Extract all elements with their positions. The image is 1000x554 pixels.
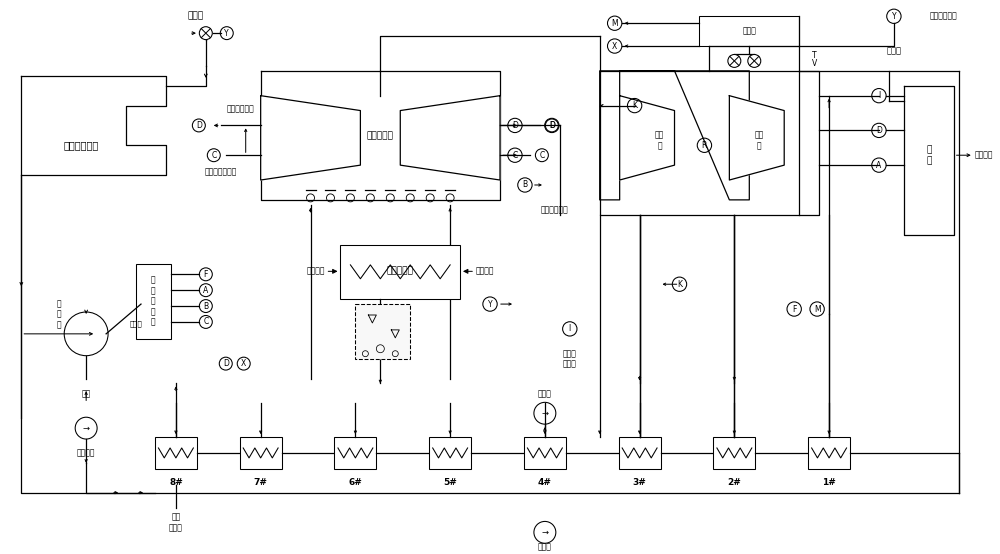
Text: D: D <box>549 121 555 130</box>
Text: 去轴封冷却器: 去轴封冷却器 <box>227 104 255 113</box>
Text: 低压省煤器: 低压省煤器 <box>387 267 414 276</box>
Bar <box>155 437 197 469</box>
Text: M: M <box>814 305 820 314</box>
Text: C: C <box>203 317 208 326</box>
Text: 主汽阀: 主汽阀 <box>188 12 204 21</box>
Text: 给水泵: 给水泵 <box>538 389 552 398</box>
Text: 烟气进口: 烟气进口 <box>306 267 325 276</box>
Text: X: X <box>241 359 246 368</box>
Circle shape <box>748 54 761 68</box>
Text: 2#: 2# <box>727 478 741 487</box>
Text: 低压缸轴封供气: 低压缸轴封供气 <box>205 168 237 177</box>
Text: 溢流量: 溢流量 <box>130 321 142 327</box>
Bar <box>355 304 410 358</box>
Text: D: D <box>223 359 229 368</box>
Text: B: B <box>203 301 208 311</box>
Text: Y: Y <box>224 29 229 38</box>
Text: Y: Y <box>892 12 896 21</box>
Text: 去轴封调节器: 去轴封调节器 <box>541 206 569 214</box>
Text: 1#: 1# <box>822 478 836 487</box>
Text: C: C <box>512 151 518 160</box>
Text: 8#: 8# <box>169 478 183 487</box>
Text: 锅炉损失: 锅炉损失 <box>974 151 993 160</box>
Text: 补水: 补水 <box>82 389 91 398</box>
Text: I: I <box>878 91 880 100</box>
Text: K: K <box>632 101 637 110</box>
Bar <box>524 437 566 469</box>
Text: A: A <box>203 286 208 295</box>
Text: V: V <box>812 59 817 68</box>
Text: 锅
炉: 锅 炉 <box>926 146 931 165</box>
Text: Y: Y <box>488 300 492 309</box>
Text: 给水泵汽轮机: 给水泵汽轮机 <box>64 140 99 150</box>
Text: 蒸气室: 蒸气室 <box>742 27 756 35</box>
Polygon shape <box>729 96 784 180</box>
Text: 5#: 5# <box>443 478 457 487</box>
Bar <box>713 437 755 469</box>
Text: →: → <box>541 528 548 537</box>
Bar <box>619 437 661 469</box>
Bar <box>240 437 282 469</box>
Text: M: M <box>611 19 618 28</box>
Text: 冷
凝
器: 冷 凝 器 <box>57 299 62 329</box>
Bar <box>699 16 799 46</box>
Text: 4#: 4# <box>538 478 552 487</box>
Text: 3#: 3# <box>633 478 646 487</box>
Text: 高压
缸: 高压 缸 <box>755 131 764 150</box>
Bar <box>808 437 850 469</box>
Text: 6#: 6# <box>349 478 362 487</box>
Text: 7#: 7# <box>254 478 268 487</box>
Text: 中压
缸: 中压 缸 <box>655 131 664 150</box>
Text: 小机高压汽源: 小机高压汽源 <box>930 12 958 21</box>
Text: 烟气出口: 烟气出口 <box>476 267 494 276</box>
Text: R: R <box>702 141 707 150</box>
Text: →: → <box>83 424 90 433</box>
Text: A: A <box>876 161 882 170</box>
Text: 轴封
冷却器: 轴封 冷却器 <box>169 512 183 532</box>
Text: D: D <box>876 126 882 135</box>
Bar <box>429 437 471 469</box>
Polygon shape <box>261 96 360 180</box>
Bar <box>334 437 376 469</box>
Text: 前置泵: 前置泵 <box>538 543 552 552</box>
Text: X: X <box>612 42 617 50</box>
Bar <box>340 244 460 299</box>
Text: K: K <box>677 280 682 289</box>
Text: T: T <box>812 52 816 60</box>
Text: F: F <box>204 270 208 279</box>
Bar <box>136 264 171 339</box>
Polygon shape <box>904 86 954 234</box>
Text: →: → <box>541 409 548 418</box>
Polygon shape <box>400 96 500 180</box>
Text: D: D <box>196 121 202 130</box>
Circle shape <box>728 54 741 68</box>
Text: 主蒸汽: 主蒸汽 <box>886 47 901 55</box>
Text: 双流低压缸: 双流低压缸 <box>367 131 394 140</box>
Text: I: I <box>569 325 571 334</box>
Polygon shape <box>620 96 675 180</box>
Text: C: C <box>539 151 545 160</box>
Text: D: D <box>549 121 555 130</box>
Text: 轴
封
调
节
器: 轴 封 调 节 器 <box>151 276 155 326</box>
Text: B: B <box>522 181 527 189</box>
Text: 锅炉调
温喷水: 锅炉调 温喷水 <box>563 349 577 368</box>
Text: 凝结水泵: 凝结水泵 <box>77 448 95 458</box>
Text: F: F <box>792 305 796 314</box>
Text: C: C <box>211 151 216 160</box>
Circle shape <box>199 27 212 39</box>
Text: D: D <box>512 121 518 130</box>
